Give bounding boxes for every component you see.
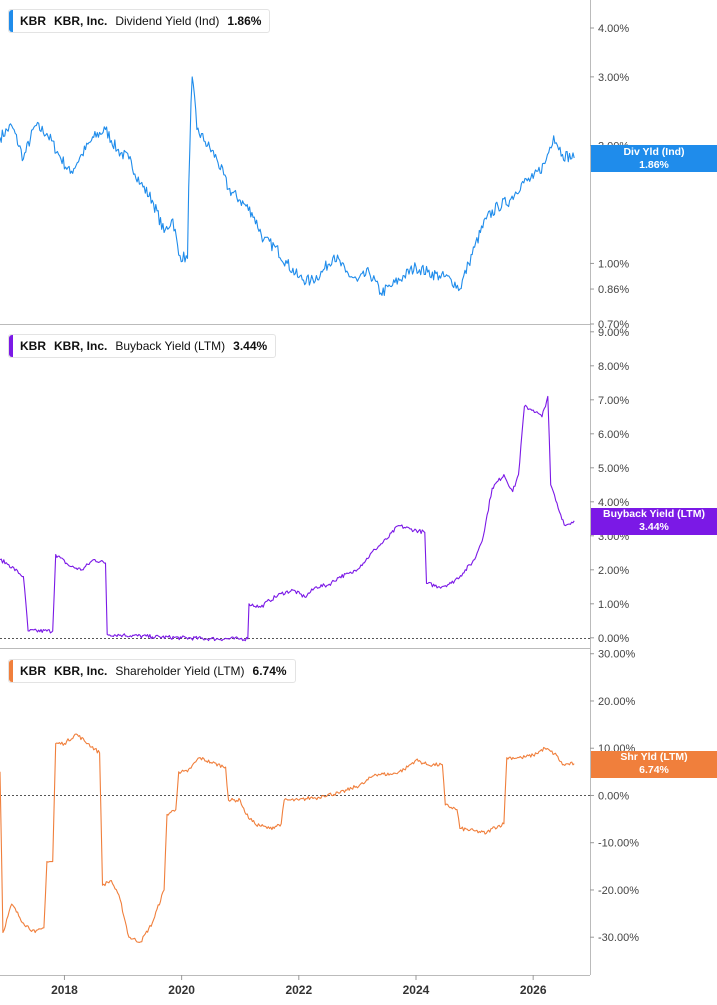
y-tick-label: 9.00% xyxy=(598,327,629,339)
x-tick-label: 2026 xyxy=(520,983,547,997)
legend-company: KBR, Inc. xyxy=(54,339,108,353)
flag-label: Div Yld (Ind) xyxy=(623,145,685,158)
legend-ticker: KBR xyxy=(20,14,46,28)
value-flag-dividend-yield: Div Yld (Ind) 1.86% xyxy=(591,145,717,173)
y-tick-label: 0.00% xyxy=(598,790,629,802)
legend-color-swatch xyxy=(9,10,13,32)
y-tick-label: 1.00% xyxy=(598,258,629,270)
series-layer xyxy=(0,76,575,943)
flag-label: Buyback Yield (LTM) xyxy=(603,508,705,521)
x-tick-label: 2022 xyxy=(285,983,312,997)
flag-value: 3.44% xyxy=(639,521,669,534)
legend-ticker: KBR xyxy=(20,339,46,353)
x-tick-label: 2018 xyxy=(51,983,78,997)
y-tick-label: 4.00% xyxy=(598,23,629,35)
legend-metric: Shareholder Yield (LTM) xyxy=(115,664,245,678)
legend-value: 3.44% xyxy=(233,339,268,353)
y-tick-label: 0.86% xyxy=(598,284,629,296)
legend-metric: Dividend Yield (Ind) xyxy=(115,14,220,28)
y-tick-label: 5.00% xyxy=(598,463,629,475)
x-tick-label: 2024 xyxy=(403,983,430,997)
legend-company: KBR, Inc. xyxy=(54,664,108,678)
series-line-dividend-yield xyxy=(0,76,575,296)
y-tick-label: -30.00% xyxy=(598,932,639,944)
legend-color-swatch xyxy=(9,335,13,357)
y-tick-label: 1.00% xyxy=(598,599,629,611)
y-tick-label: 30.00% xyxy=(598,649,636,661)
y-tick-label: 8.00% xyxy=(598,361,629,373)
legend-ticker: KBR xyxy=(20,664,46,678)
value-flag-shareholder-yield: Shr Yld (LTM) 6.74% xyxy=(591,750,717,778)
legend-color-swatch xyxy=(9,660,13,682)
y-tick-label: 20.00% xyxy=(598,696,636,708)
legend-metric: Buyback Yield (LTM) xyxy=(115,339,226,353)
series-line-buyback-yield xyxy=(0,395,575,642)
y-tick-label: -10.00% xyxy=(598,838,639,850)
legend-buyback-yield[interactable]: KBR KBR, Inc. Buyback Yield (LTM) 3.44% xyxy=(8,334,277,358)
panel-separators xyxy=(0,0,591,976)
x-tick-label: 2020 xyxy=(168,983,195,997)
x-tick-labels: 2018 2020 2022 2024 2026 xyxy=(51,975,547,997)
y-tick-label: 0.00% xyxy=(598,633,629,645)
legend-dividend-yield[interactable]: KBR KBR, Inc. Dividend Yield (Ind) 1.86% xyxy=(8,9,271,33)
legend-value: 1.86% xyxy=(227,14,262,28)
y-tick-label: 3.00% xyxy=(598,72,629,84)
y-tick-label: 7.00% xyxy=(598,395,629,407)
legend-shareholder-yield[interactable]: KBR KBR, Inc. Shareholder Yield (LTM) 6.… xyxy=(8,659,296,683)
flag-label: Shr Yld (LTM) xyxy=(620,751,688,764)
value-flag-buyback-yield: Buyback Yield (LTM) 3.44% xyxy=(591,507,717,535)
legend-company: KBR, Inc. xyxy=(54,14,108,28)
y-tick-label: 4.00% xyxy=(598,497,629,509)
y-tick-label: 0.70% xyxy=(598,319,629,331)
flag-value: 1.86% xyxy=(639,158,669,171)
flag-value: 6.74% xyxy=(639,764,669,777)
series-line-shareholder-yield xyxy=(0,733,575,943)
y-tick-label: -20.00% xyxy=(598,885,639,897)
legend-value: 6.74% xyxy=(252,664,287,678)
y-tick-label: 6.00% xyxy=(598,429,629,441)
y-tick-label: 2.00% xyxy=(598,565,629,577)
